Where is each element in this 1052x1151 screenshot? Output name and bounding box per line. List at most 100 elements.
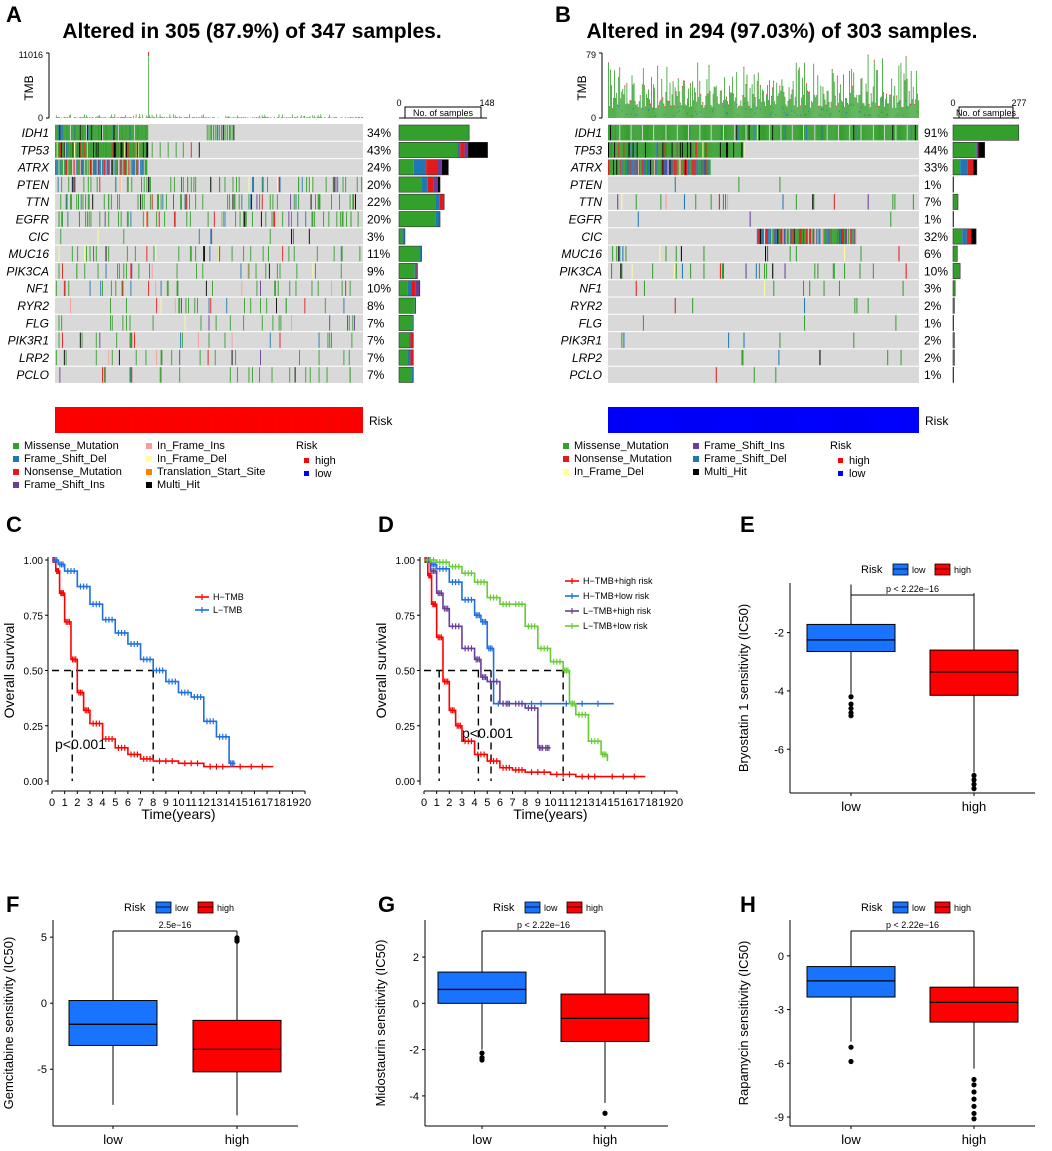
- panel-b-cell: [766, 125, 768, 141]
- panel-a-bar-axis-box: [404, 106, 482, 119]
- panel-a-cell: [77, 246, 79, 262]
- panel-b-cell: [691, 125, 693, 141]
- panel-b-tmb-max: 79: [586, 50, 596, 60]
- panel-a-cell: [113, 142, 115, 158]
- panel-b-cell: [669, 159, 671, 175]
- panel-b-tmb-bar: [677, 78, 679, 80]
- panel-b-cell: [739, 125, 741, 141]
- panel-b-tmb-bar: [843, 105, 844, 107]
- panel-d-x-tick-label: 15: [608, 797, 620, 809]
- panel-a-cell: [342, 211, 344, 227]
- panel-b-tmb-bar: [650, 103, 651, 106]
- panel-b-tmb-bar: [721, 104, 723, 118]
- panel-a-cell: [145, 125, 147, 141]
- panel-b-bar-outline: [952, 124, 1020, 141]
- panel-a-cell: [126, 246, 128, 262]
- panel-a-cell: [119, 142, 121, 158]
- panel-d-legend-label-3: L−TMB+low risk: [583, 621, 648, 631]
- panel-a-cell: [104, 159, 106, 175]
- panel-b-title: Altered in 294 (97.03%) of 303 samples.: [586, 20, 977, 43]
- panel-a-cell: [127, 176, 129, 193]
- panel-a-cell: [64, 159, 66, 175]
- panel-a-tmb-bar: [162, 117, 164, 118]
- panel-a-bar-pik3r1: [408, 332, 411, 348]
- panel-b-tmb-bar: [910, 103, 912, 106]
- panel-b-risk-tick: [776, 407, 777, 433]
- panel-b-risk-tick: [647, 407, 648, 433]
- panel-b-tmb-bar: [809, 91, 810, 118]
- panel-a-tmb-bar: [88, 117, 90, 118]
- panel-b-cell: [782, 194, 784, 210]
- panel-b-cell: [652, 263, 654, 279]
- panel-b-cell: [719, 263, 721, 279]
- panel-b-cell: [836, 228, 838, 245]
- panel-a-cell: [212, 125, 214, 141]
- panel-b-cell: [796, 228, 798, 245]
- panel-b-tmb-bar: [708, 66, 710, 118]
- panel-a-cell: [105, 263, 107, 279]
- panel-b-tmb-bar: [787, 102, 789, 118]
- panel-a-cell: [136, 142, 138, 158]
- panel-a-legend-swatch: [13, 443, 19, 449]
- panel-b-cell: [810, 125, 812, 141]
- panel-a-cell: [125, 159, 127, 175]
- panel-c-x-tick-label: 7: [137, 797, 143, 809]
- panel-a-gene-nf1: NF1: [26, 282, 49, 296]
- panel-b-cell: [654, 125, 656, 141]
- panel-b-cell: [781, 125, 783, 141]
- panel-b-tmb-bar: [707, 93, 709, 96]
- panel-b-risk-tick: [842, 407, 843, 433]
- panel-a-legend-item: In_Frame_Ins: [157, 440, 225, 452]
- panel-a-tmb-bar: [300, 114, 302, 118]
- panel-b-cell: [662, 159, 664, 175]
- panel-b-cell: [643, 159, 645, 175]
- panel-b-tmb-bar: [876, 70, 878, 72]
- panel-b-cell: [826, 228, 828, 245]
- panel-a-cell: [85, 211, 87, 227]
- panel-b-tmb-bar: [674, 87, 676, 118]
- panel-a-tmb-bar: [244, 116, 246, 118]
- panel-a-cell: [184, 315, 186, 331]
- panel-b-tmb-bar: [718, 104, 720, 118]
- panel-a-cell: [153, 246, 155, 262]
- panel-a-tmb-bar: [175, 117, 177, 118]
- panel-b-cell: [740, 125, 742, 141]
- panel-b-cell: [742, 142, 744, 158]
- panel-a-cell: [262, 176, 264, 193]
- panel-b-tmb-bar: [623, 94, 625, 118]
- panel-b-risk-tick: [665, 407, 666, 433]
- panel-b-cell: [611, 142, 613, 158]
- panel-f-legend-high-swatch: [197, 901, 214, 914]
- panel-a-cell: [202, 194, 204, 210]
- panel-a-cell: [90, 125, 92, 141]
- panel-b-tmb-bar: [673, 105, 675, 107]
- panel-a-tmb-bar: [335, 117, 337, 118]
- panel-b-tmb-bar: [748, 105, 750, 108]
- panel-b-tmb-bar: [900, 62, 902, 118]
- panel-b-cell: [634, 159, 636, 175]
- panel-b-cell: [742, 125, 744, 141]
- panel-b-tmb-bar: [759, 84, 761, 87]
- panel-b-cell: [683, 159, 685, 175]
- panel-b-cell: [628, 125, 630, 141]
- panel-a-cell: [289, 280, 291, 296]
- panel-b-cell: [728, 142, 730, 158]
- panel-a-legend-swatch: [146, 469, 152, 475]
- panel-a-tmb-bar: [297, 116, 299, 118]
- panel-b-tmb-bar: [787, 113, 789, 115]
- panel-a-cell: [62, 125, 63, 141]
- panel-a-cell: [175, 142, 177, 158]
- panel-b-tmb-bar: [808, 91, 809, 94]
- panel-a-cell: [123, 159, 125, 175]
- panel-a-cell: [241, 194, 243, 210]
- panel-a-cell: [135, 349, 137, 366]
- panel-a-bar-lrp2: [407, 349, 411, 366]
- panel-b-tmb-bar: [735, 97, 737, 118]
- panel-b-tmb-bar: [643, 86, 645, 118]
- panel-a-cell: [233, 125, 235, 141]
- panel-b-cell: [663, 142, 665, 158]
- panel-b-tmb-bar: [644, 106, 646, 108]
- panel-b-cell: [882, 125, 884, 141]
- panel-b-cell: [824, 125, 826, 141]
- panel-b-tmb-bar: [787, 100, 789, 103]
